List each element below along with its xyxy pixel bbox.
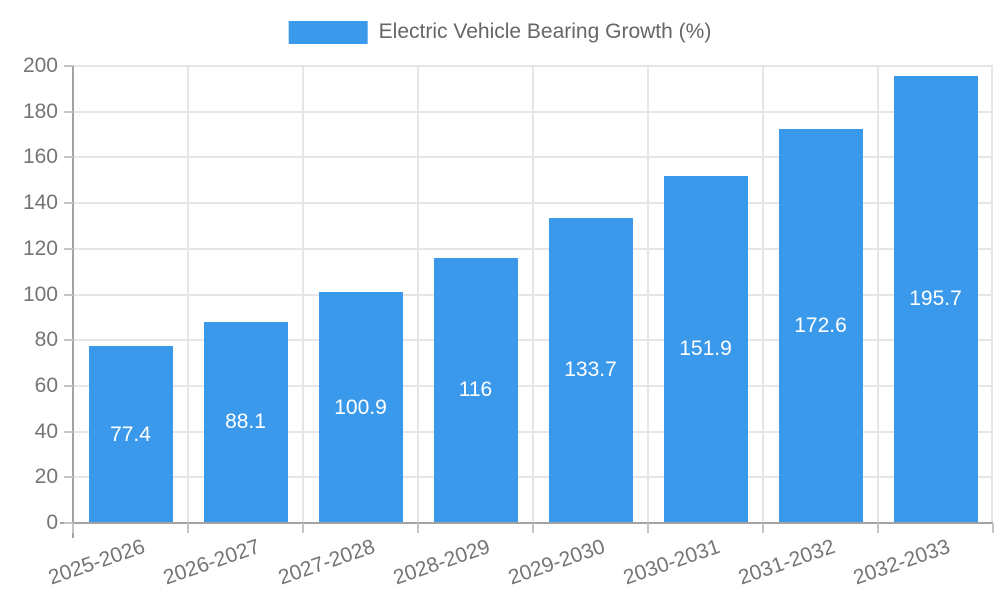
bar-value-label: 77.4 xyxy=(110,422,151,446)
x-gridline xyxy=(532,66,534,523)
y-axis-tick xyxy=(64,384,73,387)
x-axis-line xyxy=(60,522,993,524)
x-axis-tick xyxy=(877,523,879,533)
x-tick-label: 2028-2029 xyxy=(390,535,493,590)
bar-value-label: 100.9 xyxy=(334,395,387,419)
y-tick-label: 100 xyxy=(22,282,58,306)
y-axis-tick xyxy=(64,247,73,250)
y-axis-tick xyxy=(64,156,73,159)
x-gridline xyxy=(762,66,764,523)
legend-swatch xyxy=(288,20,368,44)
bar-value-label: 195.7 xyxy=(909,287,962,311)
y-tick-label: 180 xyxy=(22,99,58,123)
x-axis-tick xyxy=(992,523,994,533)
y-axis-tick xyxy=(64,476,73,479)
bar-value-label: 88.1 xyxy=(225,410,266,434)
bar xyxy=(663,175,748,523)
bar xyxy=(778,128,863,523)
y-axis-tick xyxy=(64,522,73,524)
y-axis-tick xyxy=(64,110,73,113)
y-tick-label: 160 xyxy=(22,145,58,169)
bar xyxy=(433,257,518,523)
bar xyxy=(893,75,978,523)
x-axis-tick xyxy=(532,523,534,533)
x-gridline xyxy=(877,66,879,523)
plot-area: 77.4 88.1 100.9 116 133.7 151.9 172.6 195.7 xyxy=(72,65,993,524)
y-axis-line xyxy=(72,66,74,538)
y-tick-label: 120 xyxy=(22,236,58,260)
y-axis-tick xyxy=(64,65,73,67)
bar xyxy=(318,292,403,523)
x-tick-label: 2031-2032 xyxy=(735,535,838,590)
x-axis-tick xyxy=(417,523,419,533)
x-gridline xyxy=(302,66,304,523)
y-tick-label: 200 xyxy=(22,54,58,77)
y-tick-label: 60 xyxy=(34,373,58,397)
bar xyxy=(548,217,633,523)
chart-legend-item[interactable]: Electric Vehicle Bearing Growth (%) xyxy=(288,20,712,44)
x-tick-label: 2025-2026 xyxy=(45,535,148,590)
y-tick-label: 0 xyxy=(46,511,58,534)
x-axis-tick xyxy=(187,523,189,533)
bar xyxy=(203,321,288,523)
x-axis-tick xyxy=(72,523,74,533)
y-tick-label: 140 xyxy=(22,191,58,215)
x-tick-label: 2029-2030 xyxy=(505,535,608,590)
legend-label: Electric Vehicle Bearing Growth (%) xyxy=(378,20,712,43)
bar-value-label: 151.9 xyxy=(679,337,732,361)
x-gridline xyxy=(647,66,649,523)
y-tick-label: 20 xyxy=(34,465,58,489)
bar-value-label: 116 xyxy=(458,378,493,402)
y-tick-label: 80 xyxy=(34,328,58,352)
x-tick-label: 2026-2027 xyxy=(160,535,263,590)
x-gridline xyxy=(991,66,993,523)
x-axis-tick xyxy=(762,523,764,533)
bar-value-label: 133.7 xyxy=(564,358,617,382)
y-axis-tick xyxy=(64,430,73,433)
y-axis-tick xyxy=(64,202,73,205)
x-tick-label: 2032-2033 xyxy=(850,535,953,590)
x-tick-label: 2027-2028 xyxy=(275,535,378,590)
bar xyxy=(88,346,173,523)
x-gridline xyxy=(417,66,419,523)
x-axis-tick xyxy=(647,523,649,533)
x-tick-label: 2030-2031 xyxy=(620,535,723,590)
bar-value-label: 172.6 xyxy=(794,313,847,337)
y-axis-tick xyxy=(64,293,73,296)
y-axis-tick xyxy=(64,339,73,342)
x-axis-tick xyxy=(302,523,304,533)
x-gridline xyxy=(187,66,189,523)
y-tick-label: 40 xyxy=(34,419,58,443)
